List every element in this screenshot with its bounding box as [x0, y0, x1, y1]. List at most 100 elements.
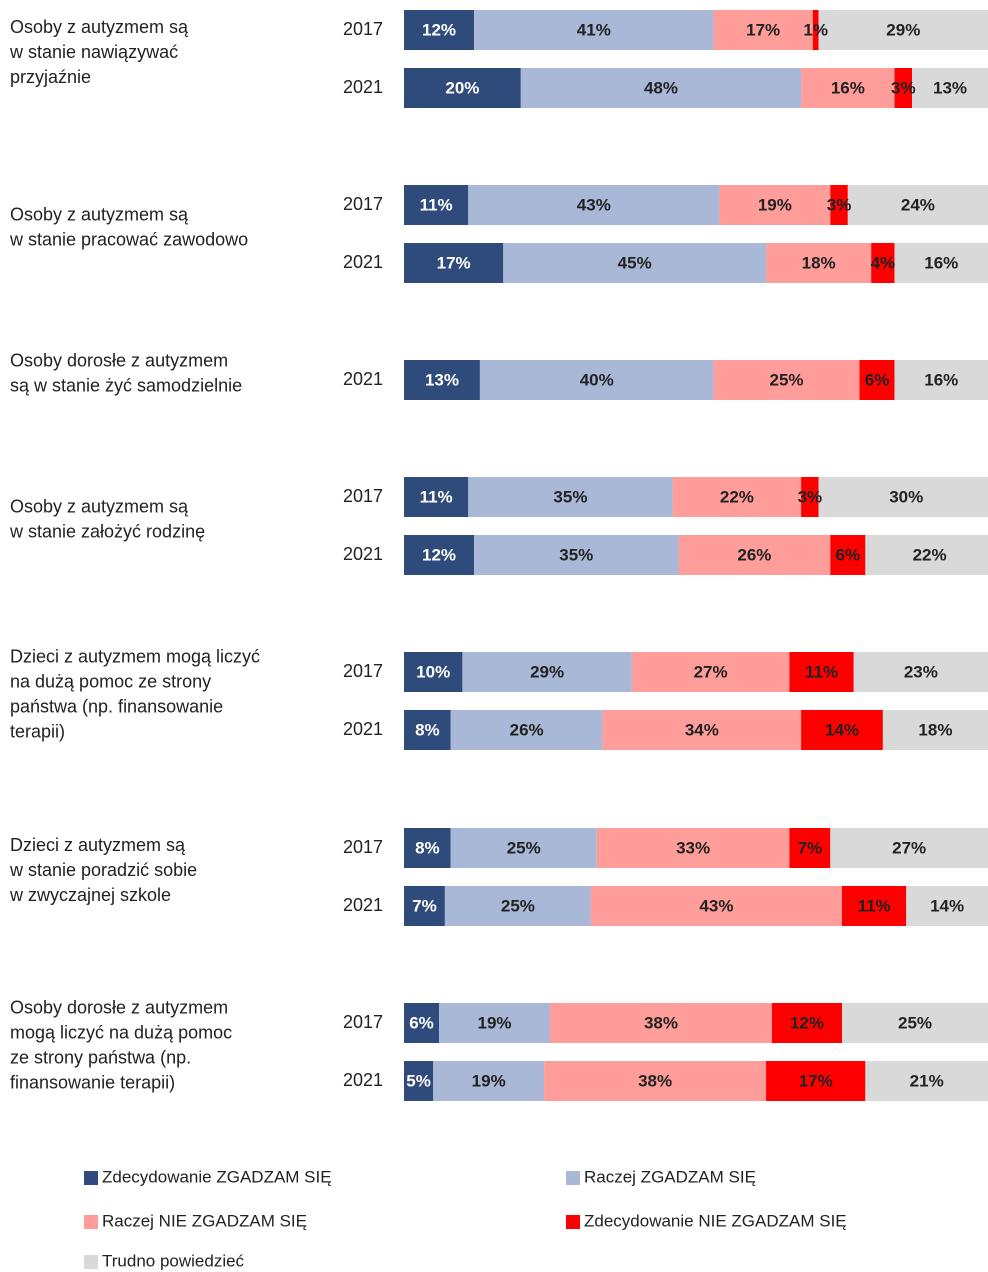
value-label: 12% — [422, 545, 456, 564]
legend-label: Trudno powiedzieć — [102, 1251, 245, 1270]
year-label: 2017 — [343, 194, 383, 214]
group-label: w stanie pracować zawodowo — [9, 229, 248, 249]
bar-segment — [450, 828, 597, 868]
bar-segment — [894, 243, 988, 283]
bar-segment — [503, 243, 767, 283]
bar-segment — [404, 1003, 440, 1043]
bar-segment — [439, 1003, 550, 1043]
value-label: 45% — [618, 253, 652, 272]
bar-segment — [789, 652, 854, 692]
value-label: 16% — [924, 370, 958, 389]
bar-segment — [404, 1061, 434, 1101]
bar-segment — [678, 535, 831, 575]
group-label: przyjaźnie — [10, 67, 91, 87]
bar-segment — [544, 1061, 767, 1101]
value-label: 25% — [507, 838, 541, 857]
value-label: 5% — [406, 1071, 431, 1090]
value-label: 13% — [933, 78, 967, 97]
bar-segment — [842, 886, 907, 926]
value-label: 25% — [770, 370, 804, 389]
bar-segment — [818, 10, 988, 50]
group-label: Osoby dorosłe z autyzmem — [10, 350, 228, 370]
year-label: 2017 — [343, 486, 383, 506]
value-label: 8% — [415, 838, 440, 857]
bar-segment — [450, 710, 603, 750]
group-label: są w stanie żyć samodzielnie — [10, 375, 242, 395]
value-label: 27% — [892, 838, 926, 857]
legend-swatch — [84, 1255, 98, 1269]
bar-segment — [404, 477, 469, 517]
value-label: 29% — [886, 20, 920, 39]
bar-segment — [462, 652, 632, 692]
value-label: 17% — [799, 1071, 833, 1090]
value-label: 26% — [737, 545, 771, 564]
bar-segment — [602, 710, 802, 750]
legend-swatch — [84, 1171, 98, 1185]
group-label: mogą liczyć na dużą pomoc — [10, 1022, 232, 1042]
year-label: 2021 — [343, 719, 383, 739]
bar-segment — [766, 1061, 866, 1101]
bar-segment — [404, 10, 475, 50]
bar-segment — [404, 886, 445, 926]
value-label: 21% — [910, 1071, 944, 1090]
value-label: 29% — [530, 662, 564, 681]
value-label: 27% — [694, 662, 728, 681]
group-label: w zwyczajnej szkole — [9, 885, 171, 905]
group-label: Dzieci z autyzmem mogą liczyć — [10, 646, 260, 666]
year-label: 2021 — [343, 895, 383, 915]
group-label: w stanie poradzić sobie — [9, 860, 197, 880]
bar-segment — [672, 477, 802, 517]
group-label: Dzieci z autyzmem są — [10, 835, 186, 855]
bar-segment — [479, 360, 714, 400]
value-label: 11% — [420, 487, 453, 506]
value-label: 19% — [472, 1071, 506, 1090]
group-label: Osoby dorosłe z autyzmem — [10, 997, 228, 1017]
year-label: 2017 — [343, 19, 383, 39]
legend-swatch — [84, 1215, 98, 1229]
legend-swatch — [566, 1215, 580, 1229]
value-label: 33% — [676, 838, 710, 857]
bar-segment — [404, 360, 480, 400]
bar-segment — [830, 828, 988, 868]
bar-segment — [596, 828, 790, 868]
value-label: 13% — [425, 370, 459, 389]
bar-segment — [404, 185, 469, 225]
bar-segment — [404, 710, 451, 750]
group-label: Osoby z autyzmem są — [10, 204, 189, 224]
bar-segment — [404, 68, 521, 108]
value-label: 40% — [580, 370, 614, 389]
value-label: 34% — [685, 720, 719, 739]
value-label: 24% — [901, 195, 935, 214]
group-label: terapii) — [10, 721, 65, 741]
value-label: 3% — [798, 487, 823, 506]
bar-segment — [801, 68, 895, 108]
group-label: na dużą pomoc ze strony — [10, 671, 211, 691]
value-label: 35% — [553, 487, 587, 506]
bar-segment — [801, 477, 819, 517]
value-label: 23% — [904, 662, 938, 681]
bar-segment — [906, 886, 988, 926]
bar-segment — [871, 243, 895, 283]
value-label: 43% — [699, 896, 733, 915]
year-label: 2021 — [343, 369, 383, 389]
value-label: 6% — [865, 370, 890, 389]
value-label: 19% — [478, 1013, 512, 1032]
bar-segment — [404, 652, 463, 692]
value-label: 38% — [638, 1071, 672, 1090]
legend-label: Zdecydowanie ZGADZAM SIĘ — [102, 1167, 332, 1186]
bar-segment — [404, 828, 451, 868]
year-label: 2017 — [343, 1012, 383, 1032]
value-label: 7% — [798, 838, 823, 857]
bar-segment — [433, 1061, 545, 1101]
value-label: 3% — [827, 195, 852, 214]
bar-segment — [719, 185, 831, 225]
value-label: 22% — [913, 545, 947, 564]
value-label: 16% — [924, 253, 958, 272]
value-label: 38% — [644, 1013, 678, 1032]
value-label: 16% — [831, 78, 865, 97]
value-label: 43% — [577, 195, 611, 214]
bar-segment — [474, 535, 679, 575]
legend-label: Raczej ZGADZAM SIĘ — [584, 1167, 756, 1186]
value-label: 25% — [501, 896, 535, 915]
bar-segment — [550, 1003, 772, 1043]
